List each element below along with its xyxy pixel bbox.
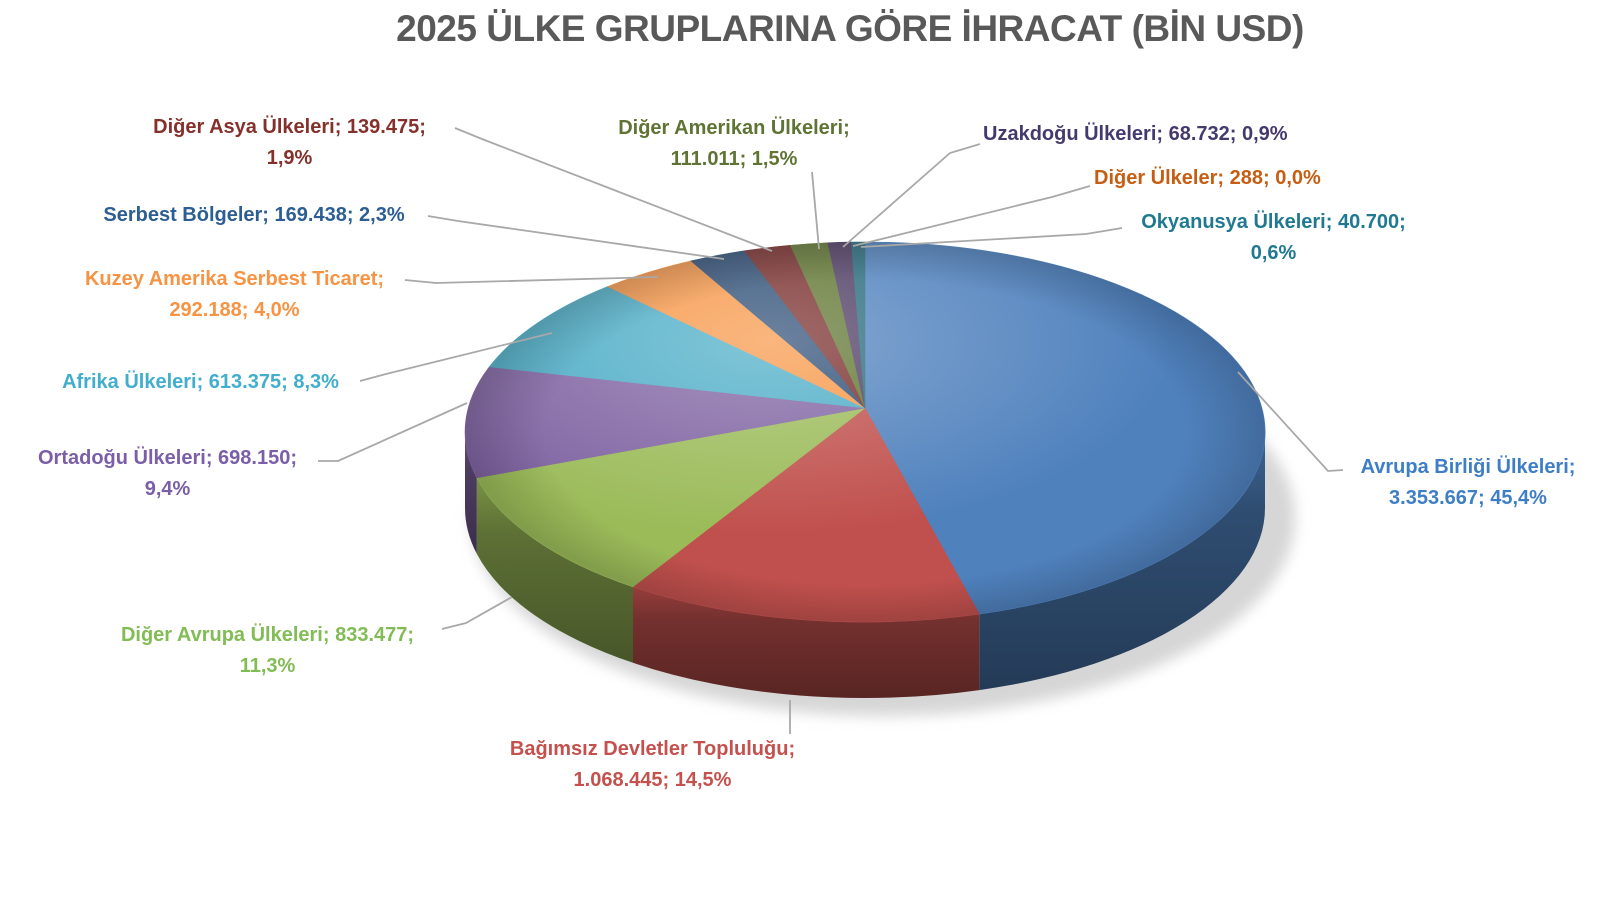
pie-label-uzakdogu: Uzakdoğu Ülkeleri; 68.732; 0,9%: [983, 119, 1333, 150]
pie-label-text: 111.011; 1,5%: [670, 148, 798, 170]
pie-label-text: Uzakdoğu Ülkeleri; 68.732; 0,9%: [983, 123, 1288, 145]
pie-vignette: [465, 242, 1265, 622]
pie-label-text: 1.068.445; 14,5%: [573, 769, 732, 791]
pie-label-diger-asya: Diğer Asya Ülkeleri; 139.475; 1,9%: [122, 112, 457, 174]
leader-line-uzakdogu: [842, 143, 981, 248]
pie-label-avrupa-birligi: Avrupa Birliği Ülkeleri; 3.353.667; 45,4…: [1337, 452, 1599, 514]
pie-label-text: Diğer Amerikan Ülkeleri;: [618, 117, 850, 139]
leader-line-diger-asya: [454, 127, 773, 252]
pie-label-diger-ulkeler: Diğer Ülkeler; 288; 0,0%: [1094, 163, 1374, 194]
pie-label-text: 3.353.667; 45,4%: [1389, 487, 1547, 509]
pie-wall-bagimsiz-devletler: [633, 586, 980, 699]
pie-label-text: Serbest Bölgeler; 169.438; 2,3%: [103, 204, 405, 226]
pie-wall-avrupa-birligi: [979, 432, 1265, 691]
leader-line-kuzey-amerika: [404, 276, 659, 284]
pie-label-diger-amerikan: Diğer Amerikan Ülkeleri; 111.011; 1,5%: [578, 113, 890, 175]
leader-line-diger-ulkeler: [852, 185, 1091, 247]
pie-wall-diger-avrupa: [476, 477, 633, 663]
pie-label-ortadogu: Ortadoğu Ülkeleri; 698.150; 9,4%: [15, 443, 320, 505]
pie-label-text: Okyanusya Ülkeleri; 40.700;: [1141, 211, 1406, 233]
pie-label-text: Avrupa Birliği Ülkeleri;: [1360, 456, 1576, 478]
pie-label-text: Diğer Asya Ülkeleri; 139.475;: [153, 116, 426, 138]
pie-label-serbest-bolgeler: Serbest Bölgeler; 169.438; 2,3%: [80, 200, 428, 231]
pie-label-kuzey-amerika: Kuzey Amerika Serbest Ticaret; 292.188; …: [62, 264, 407, 326]
pie-label-text: Ortadoğu Ülkeleri; 698.150;: [38, 447, 297, 469]
pie-label-text: Kuzey Amerika Serbest Ticaret;: [84, 268, 385, 290]
pie-label-text: Bağımsız Devletler Topluluğu;: [509, 738, 796, 760]
pie-label-text: 0,6%: [1250, 242, 1297, 264]
pie-label-afrika: Afrika Ülkeleri; 613.375; 8,3%: [38, 367, 363, 398]
leader-line-ortadogu: [318, 402, 468, 462]
chart-title: 2025 ÜLKE GRUPLARINA GÖRE İHRACAT (BİN U…: [396, 8, 1304, 49]
pie-label-text: Diğer Ülkeler; 288; 0,0%: [1094, 167, 1321, 189]
leader-line-serbest-bolgeler: [427, 215, 725, 260]
pie-walls: [465, 432, 1265, 699]
leader-line-diger-amerikan: [811, 171, 820, 250]
leader-line-afrika: [359, 332, 553, 382]
leader-line-avrupa-birligi: [1237, 371, 1344, 472]
pie-label-text: 292.188; 4,0%: [169, 299, 300, 321]
leader-line-diger-avrupa: [441, 596, 513, 630]
pie-wall-ortadogu: [465, 432, 477, 554]
pie-label-text: 1,9%: [266, 147, 313, 169]
pie-label-diger-avrupa: Diğer Avrupa Ülkeleri; 833.477; 11,3%: [95, 620, 440, 682]
pie-label-text: Diğer Avrupa Ülkeleri; 833.477;: [120, 624, 415, 646]
leader-line-okyanusya: [860, 227, 1123, 248]
pie-label-bagimsiz-devletler: Bağımsız Devletler Topluluğu; 1.068.445;…: [480, 734, 825, 796]
pie-label-text: Afrika Ülkeleri; 613.375; 8,3%: [62, 371, 339, 393]
pie-label-text: 11,3%: [239, 655, 296, 677]
pie-label-text: 9,4%: [144, 478, 191, 500]
pie-label-okyanusya: Okyanusya Ülkeleri; 40.700; 0,6%: [1106, 207, 1441, 269]
